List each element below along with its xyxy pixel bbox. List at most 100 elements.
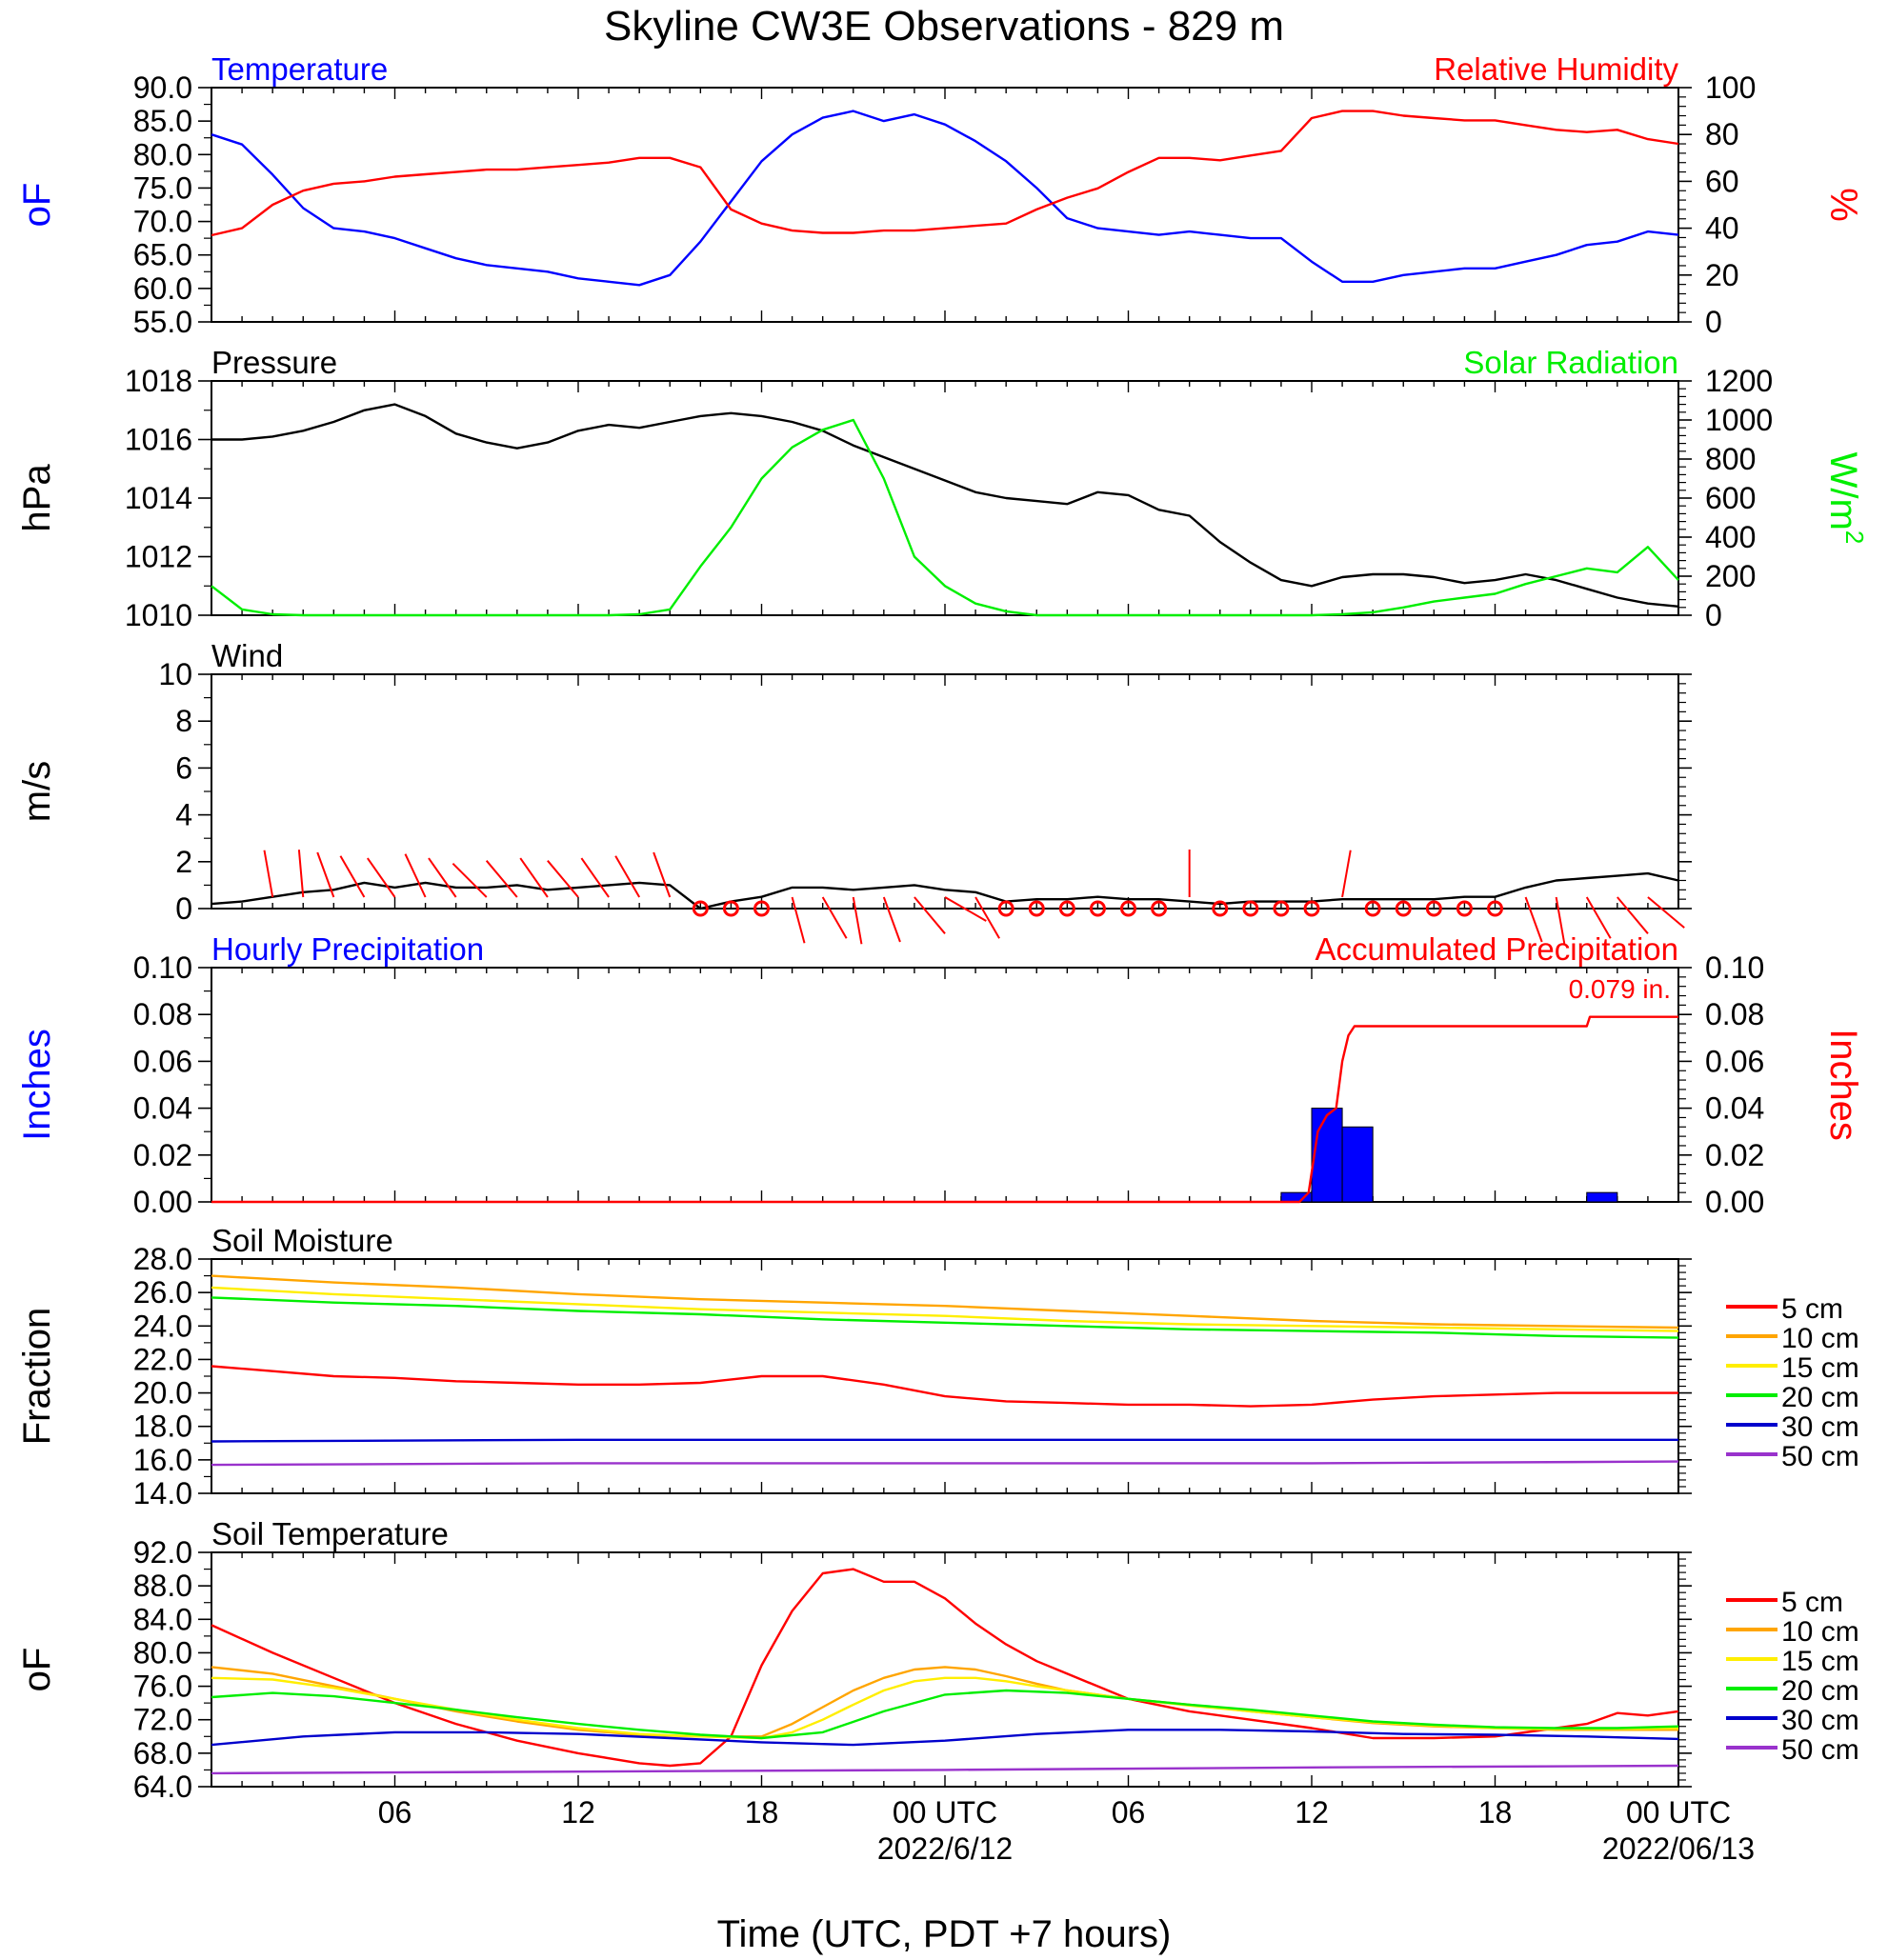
legend-label: 15 cm xyxy=(1781,1352,1859,1384)
y-left-tick-label: 1016 xyxy=(125,423,192,457)
x-date-label: 2022/6/12 xyxy=(877,1831,1013,1866)
wind-calm-circle xyxy=(1058,900,1075,917)
panel-left-title: Temperature xyxy=(211,51,388,87)
wind-barb xyxy=(1647,896,1685,929)
y-left-tick-label: 92.0 xyxy=(133,1535,192,1570)
y-left-tick-label: 0.08 xyxy=(133,997,192,1031)
series-line xyxy=(211,1438,1678,1443)
panel-2: 1018 1016 1014 1012 1010 1200 1000 800 600 400 200… xyxy=(16,345,1869,632)
plot-frame xyxy=(211,673,1679,910)
x-axis-title: Time (UTC, PDT +7 hours) xyxy=(717,1913,1172,1955)
y-left-tick-label: 76.0 xyxy=(133,1670,192,1704)
y-left-tick-label: 8 xyxy=(175,704,192,738)
wind-barb xyxy=(404,853,427,898)
y-right-axis-label: Inches xyxy=(1822,1029,1864,1141)
plot-frame xyxy=(211,380,1679,616)
y-right-tick-label: 600 xyxy=(1705,481,1756,515)
y-left-tick-label: 0.00 xyxy=(133,1185,192,1219)
wind-barb xyxy=(653,851,672,898)
legend-label: 10 cm xyxy=(1781,1616,1859,1648)
y-left-tick-label: 88.0 xyxy=(133,1569,192,1603)
y-left-axis-label: Inches xyxy=(16,1029,58,1141)
plot-frame xyxy=(211,967,1679,1203)
wind-calm-circle xyxy=(1303,900,1320,917)
wind-barb xyxy=(452,862,488,898)
panel-left-title: Wind xyxy=(211,638,283,673)
y-right-axis-label-text: Inches xyxy=(1822,1029,1864,1141)
series-line xyxy=(211,1689,1679,1740)
x-tick-label: 12 xyxy=(1295,1795,1329,1830)
y-left-tick-label: 18.0 xyxy=(133,1410,192,1444)
panel-3: 10 8 6 4 2 0 Wind m/s xyxy=(16,638,1692,945)
y-left-tick-label: 90.0 xyxy=(133,70,192,105)
y-left-axis-label: Fraction xyxy=(16,1308,58,1446)
y-left-tick-label: 1014 xyxy=(125,481,192,515)
wind-barb xyxy=(1617,896,1649,934)
series-line xyxy=(211,403,1679,608)
wind-calm-circle xyxy=(1456,900,1473,917)
panels-group: 90.085.080.075.070.065.060.055.010080604… xyxy=(16,51,1869,1804)
wind-calm-circle xyxy=(1089,900,1106,917)
y-left-tick-label: 55.0 xyxy=(133,305,192,339)
wind-calm-circle xyxy=(1395,900,1412,917)
panel-right-title: Solar Radiation xyxy=(1463,345,1678,380)
legend-label: 20 cm xyxy=(1781,1675,1859,1707)
panel-4: 0.10 0.08 0.06 0.04 0.02 0.00 0.10 0.08 0.06 0.04… xyxy=(16,931,1864,1219)
wind-barb xyxy=(263,850,274,898)
wind-calm-circle xyxy=(722,900,739,917)
wind-barb xyxy=(614,855,641,898)
accumulated-total-label: 0.079 in. xyxy=(1569,974,1671,1004)
x-tick-label: 18 xyxy=(1478,1795,1513,1830)
x-tick-label: 06 xyxy=(378,1795,412,1830)
y-left-axis-label: hPa xyxy=(16,464,58,532)
y-left-tick-label: 6 xyxy=(175,750,192,785)
y-left-tick-label: 68.0 xyxy=(133,1736,192,1770)
plot-frame xyxy=(211,1551,1679,1788)
y-right-tick-label: 200 xyxy=(1705,559,1756,593)
y-left-tick-label: 24.0 xyxy=(133,1309,192,1343)
y-left-tick-label: 84.0 xyxy=(133,1602,192,1636)
y-right-tick-label: 100 xyxy=(1705,70,1756,105)
y-right-tick-label: 0.02 xyxy=(1705,1138,1764,1172)
y-right-axis-label: % xyxy=(1822,188,1864,222)
wind-barb xyxy=(791,896,806,944)
legend-label: 20 cm xyxy=(1781,1382,1859,1413)
y-right-axis-label: W/m2 xyxy=(1822,452,1869,545)
wind-calm-circle xyxy=(1242,900,1259,917)
series-line xyxy=(211,1015,1678,1204)
wind-barb xyxy=(316,851,335,898)
plot-frame xyxy=(211,1258,1679,1494)
wind-barb xyxy=(974,896,1000,939)
panel-1: 90.085.080.075.070.065.060.055.0 100 80 60 4… xyxy=(16,51,1864,339)
y-right-axis-label-text: % xyxy=(1822,188,1864,222)
y-left-tick-label: 16.0 xyxy=(133,1443,192,1477)
y-left-tick-label: 70.0 xyxy=(133,205,192,239)
panel-left-title: Hourly Precipitation xyxy=(211,931,484,967)
y-left-tick-label: 2 xyxy=(175,845,192,879)
series-line xyxy=(211,1568,1679,1768)
y-left-tick-label: 1012 xyxy=(125,540,192,574)
wind-calm-circle xyxy=(1212,900,1229,917)
y-right-axis-label-text: W/m xyxy=(1822,452,1864,530)
wind-calm-circle xyxy=(692,900,709,917)
wind-calm-circle xyxy=(1364,900,1381,917)
y-right-tick-label: 0.06 xyxy=(1705,1044,1764,1078)
y-right-tick-label: 0 xyxy=(1705,598,1722,632)
wind-barb xyxy=(547,860,579,898)
y-right-tick-label: 80 xyxy=(1705,117,1739,151)
y-left-tick-label: 64.0 xyxy=(133,1770,192,1804)
wind-calm-circle xyxy=(753,900,770,917)
wind-calm-circle xyxy=(1028,900,1045,917)
panel-left-title: Pressure xyxy=(211,345,337,380)
y-left-tick-label: 0 xyxy=(175,891,192,926)
legend-label: 10 cm xyxy=(1781,1323,1859,1354)
y-left-axis-label: oF xyxy=(16,183,58,228)
y-right-tick-label: 0.10 xyxy=(1705,950,1764,985)
y-right-tick-label: 60 xyxy=(1705,164,1739,198)
series-line xyxy=(211,1365,1678,1408)
y-left-tick-label: 14.0 xyxy=(133,1476,192,1510)
wind-barb xyxy=(367,857,396,898)
chart-title: Skyline CW3E Observations - 829 m xyxy=(604,3,1284,50)
x-date-label: 2022/06/13 xyxy=(1602,1831,1755,1866)
